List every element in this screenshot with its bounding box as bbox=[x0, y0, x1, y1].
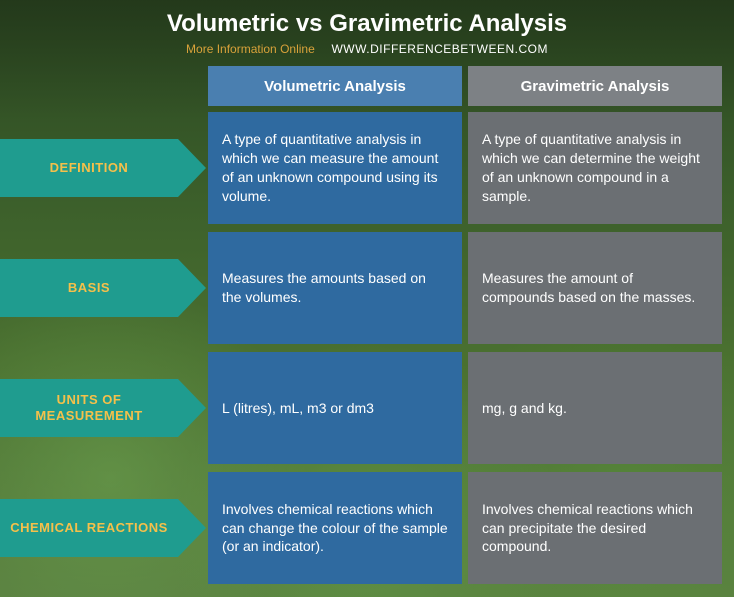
row-definition: DEFINITION A type of quantitative analys… bbox=[0, 112, 734, 224]
cell-reactions-gravimetric: Involves chemical reactions which can pr… bbox=[468, 472, 722, 584]
cells: A type of quantitative analysis in which… bbox=[208, 112, 734, 224]
label-wrap: UNITS OF MEASUREMENT bbox=[0, 352, 208, 464]
comparison-grid: Volumetric Analysis Gravimetric Analysis… bbox=[0, 66, 734, 584]
cells: L (litres), mL, m3 or dm3 mg, g and kg. bbox=[208, 352, 734, 464]
cell-definition-gravimetric: A type of quantitative analysis in which… bbox=[468, 112, 722, 224]
cell-definition-volumetric: A type of quantitative analysis in which… bbox=[208, 112, 462, 224]
cell-basis-volumetric: Measures the amounts based on the volume… bbox=[208, 232, 462, 344]
row-label-reactions: CHEMICAL REACTIONS bbox=[0, 499, 178, 557]
row-label-units: UNITS OF MEASUREMENT bbox=[0, 379, 178, 437]
row-label-definition: DEFINITION bbox=[0, 139, 178, 197]
row-units: UNITS OF MEASUREMENT L (litres), mL, m3 … bbox=[0, 352, 734, 464]
rows-container: DEFINITION A type of quantitative analys… bbox=[0, 112, 734, 584]
column-header-gravimetric: Gravimetric Analysis bbox=[468, 66, 722, 106]
page-title: Volumetric vs Gravimetric Analysis bbox=[0, 10, 734, 38]
label-wrap: DEFINITION bbox=[0, 112, 208, 224]
label-wrap: BASIS bbox=[0, 232, 208, 344]
cell-units-gravimetric: mg, g and kg. bbox=[468, 352, 722, 464]
cell-reactions-volumetric: Involves chemical reactions which can ch… bbox=[208, 472, 462, 584]
source-url: WWW.DIFFERENCEBETWEEN.COM bbox=[331, 42, 548, 56]
column-headers: Volumetric Analysis Gravimetric Analysis bbox=[208, 66, 734, 106]
cell-units-volumetric: L (litres), mL, m3 or dm3 bbox=[208, 352, 462, 464]
row-reactions: CHEMICAL REACTIONS Involves chemical rea… bbox=[0, 472, 734, 584]
cell-basis-gravimetric: Measures the amount of compounds based o… bbox=[468, 232, 722, 344]
cells: Measures the amounts based on the volume… bbox=[208, 232, 734, 344]
cells: Involves chemical reactions which can ch… bbox=[208, 472, 734, 584]
row-basis: BASIS Measures the amounts based on the … bbox=[0, 232, 734, 344]
more-info-text: More Information Online bbox=[186, 42, 315, 56]
row-label-basis: BASIS bbox=[0, 259, 178, 317]
label-wrap: CHEMICAL REACTIONS bbox=[0, 472, 208, 584]
column-header-volumetric: Volumetric Analysis bbox=[208, 66, 462, 106]
subtitle: More Information Online WWW.DIFFERENCEBE… bbox=[0, 42, 734, 56]
header: Volumetric vs Gravimetric Analysis More … bbox=[0, 0, 734, 60]
